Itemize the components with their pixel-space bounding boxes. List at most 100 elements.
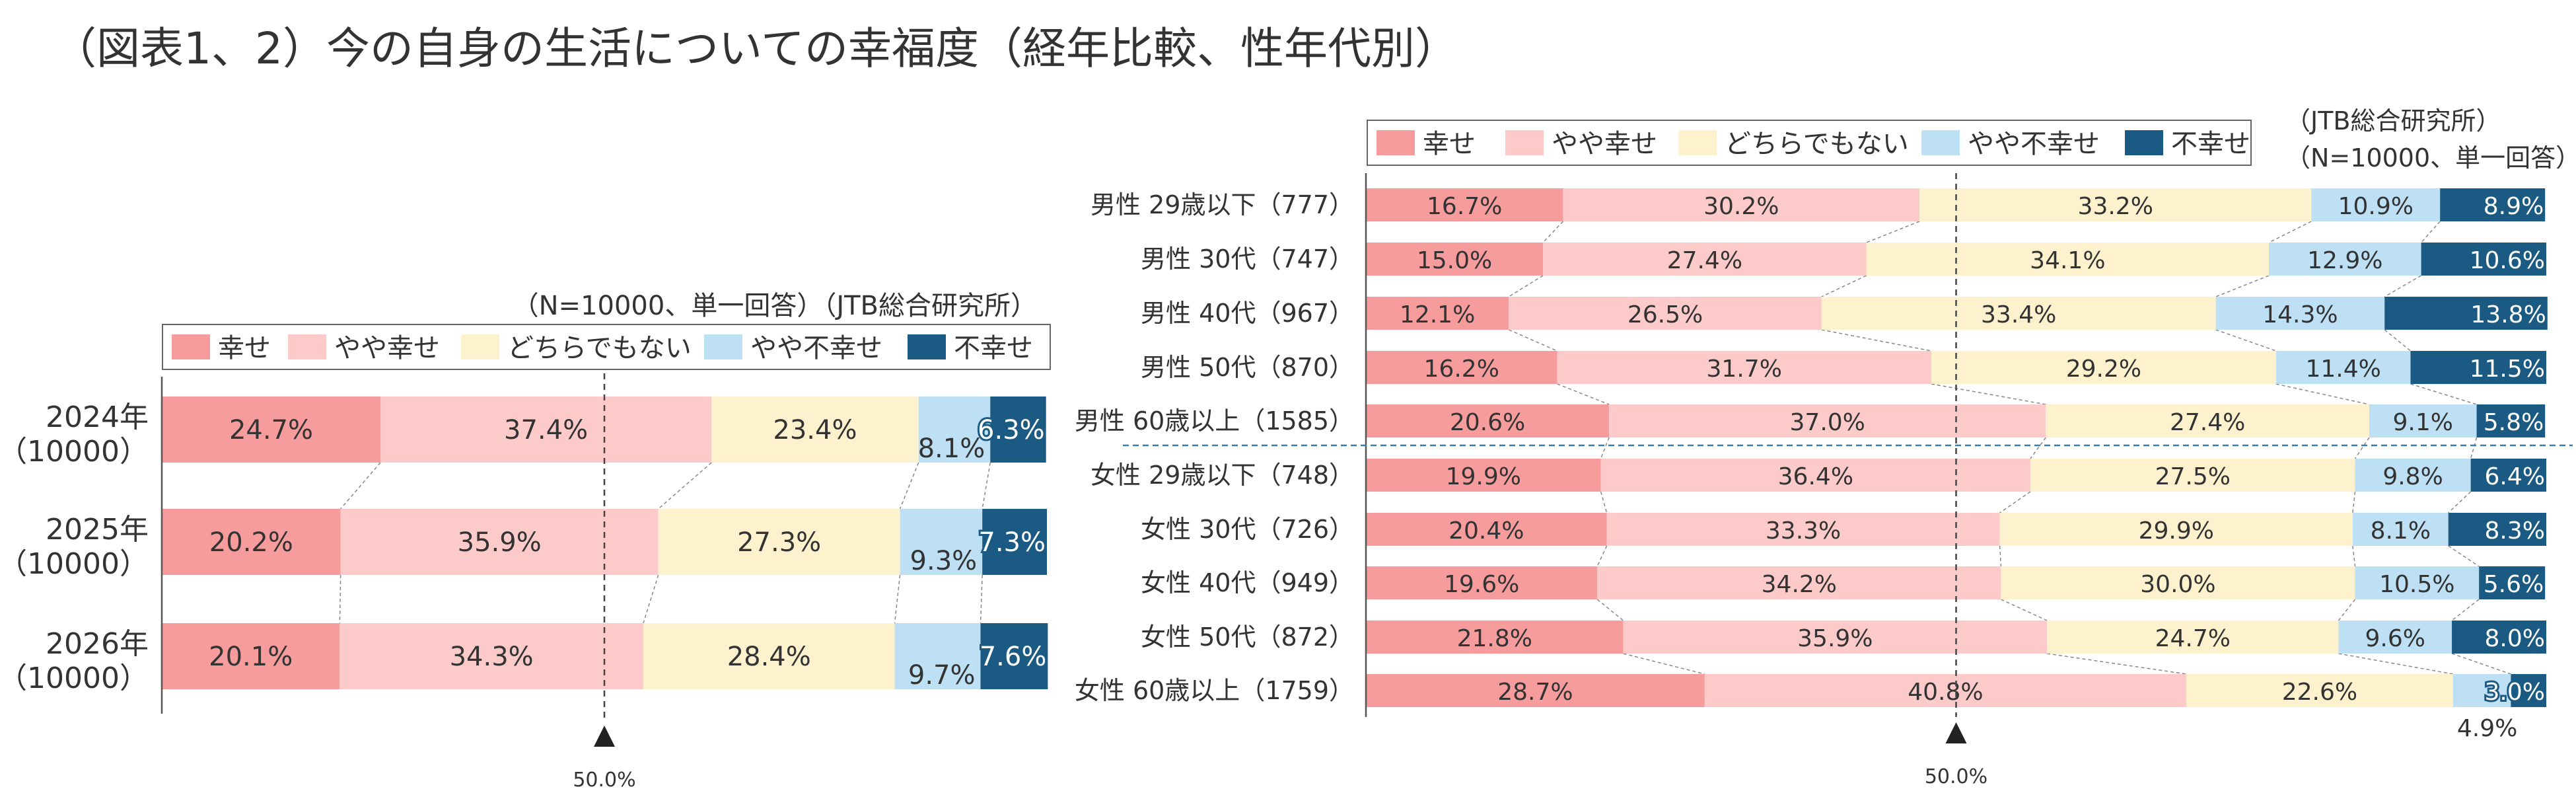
right-bar-very-happy [1366,621,1624,654]
left-value-label: 6.3% [978,415,1045,445]
right-bar-very-happy [1366,243,1544,276]
right-bar-somewhat-happy [1606,513,2000,546]
right-bar-somewhat-unhappy [2215,297,2385,330]
left-bar-unhappy [990,397,1046,463]
right-legend-swatch-very-happy [1377,130,1415,155]
right-connector [2421,221,2441,243]
left-value-label: 9.3% [910,546,978,576]
left-legend-swatch-unhappy [908,334,946,359]
right-bar-very-happy [1366,188,1563,221]
right-connector [2338,599,2356,621]
right-bar-somewhat-happy [1563,188,1920,221]
right-value-label: 15.0% [1417,247,1492,274]
right-bar-somewhat-unhappy [2269,243,2421,276]
right-connector [1600,491,1608,513]
right-category-label: 女性 30代（726） [1141,515,1354,544]
right-bar-very-happy [1366,351,1557,384]
right-value-label: 20.6% [1450,409,1525,436]
right-connector [2215,329,2277,352]
right-value-label: 4.9% [2457,715,2517,742]
right-connector [2275,383,2370,405]
left-category-label: （10000） [0,547,149,581]
left-bar-somewhat-happy [380,397,712,463]
right-value-label: 24.7% [2155,625,2231,652]
right-category-label: 女性 50代（872） [1141,623,1354,652]
right-value-label: 9.8% [2382,463,2443,490]
right-value-label: 5.6% [2484,571,2544,598]
right-value-label: 20.4% [1449,517,1524,545]
right-value-label: 11.4% [2305,356,2380,383]
right-legend-label-somewhat-happy: やや幸せ [1552,129,1657,159]
right-legend-swatch-somewhat-happy [1505,130,1544,155]
left-category-label: （10000） [0,435,149,469]
right-category-label: 男性 40代（967） [1141,299,1354,328]
right-value-label: 11.5% [2470,356,2545,383]
left-reference-marker [594,726,615,747]
left-bar-somewhat-happy [340,623,643,689]
right-connector [2451,599,2480,621]
right-connector [2030,437,2046,459]
right-connector [1821,329,1932,352]
right-bar-neutral [2046,404,2369,437]
right-bar-unhappy [2440,188,2546,221]
right-category-label: 男性 29歳以下（777） [1091,190,1354,219]
right-legend-label-neutral: どちらでもない [1725,129,1909,159]
right-connector [1821,275,1867,297]
right-bar-somewhat-unhappy [2352,513,2449,546]
right-connector [1999,545,2002,567]
right-value-label: 16.2% [1424,356,1499,383]
right-value-label: 27.4% [2170,409,2245,436]
right-value-label: 30.2% [1703,193,1779,220]
left-bar-somewhat-unhappy [918,397,991,463]
right-connector [2451,653,2511,675]
left-legend-label-somewhat-unhappy: やや不幸せ [750,333,882,363]
right-category-label: 男性 30代（747） [1141,245,1354,274]
right-connector [2046,653,2187,675]
right-value-label: 26.5% [1628,301,1703,328]
right-bar-somewhat-happy [1597,566,2001,599]
right-bar-unhappy [2384,297,2548,330]
left-legend-label-neutral: どちらでもない [507,333,692,363]
right-bar-neutral [1866,243,2270,276]
right-bar-somewhat-happy [1543,243,1867,276]
right-connector [1508,329,1557,352]
right-bar-somewhat-happy [1609,404,2046,437]
right-value-label: 27.4% [1667,247,1742,274]
right-bar-somewhat-unhappy [2452,674,2511,707]
right-bar-somewhat-unhappy [2369,404,2477,437]
left-connector [982,462,991,510]
left-category-label: 2024年 [46,400,149,434]
left-value-label: 7.6% [980,642,1047,672]
left-legend-swatch-very-happy [172,334,210,359]
right-connector [2001,599,2048,621]
right-value-label: 16.7% [1427,193,1502,220]
left-bar-very-happy [162,509,341,575]
right-connector [1596,599,1624,621]
left-category-label: 2025年 [46,513,149,547]
right-connector [1600,437,1610,459]
left-connector [899,462,919,510]
right-connector [2448,545,2480,567]
left-bar-unhappy [982,509,1047,575]
right-value-label: 12.1% [1400,301,1475,328]
right-bar-somewhat-happy [1623,621,2048,654]
left-value-label: 24.7% [229,415,313,445]
right-connector [1866,221,1920,243]
right-legend-label-somewhat-unhappy: やや不幸せ [1968,129,2100,159]
right-bar-neutral [2186,674,2453,707]
right-legend-swatch-somewhat-unhappy [1921,130,1960,155]
right-bar-unhappy [2470,459,2546,492]
left-note: （N=10000、単一回答）（JTB総合研究所） [513,291,1037,321]
right-connector [2354,437,2370,459]
right-bar-very-happy [1366,566,1598,599]
left-connector [658,462,712,510]
right-bar-unhappy [2479,566,2546,599]
right-bar-somewhat-happy [1704,674,2186,707]
right-connector [2384,329,2411,352]
left-legend-swatch-neutral [461,334,499,359]
right-value-label: 33.3% [1766,517,1841,545]
left-legend-label-unhappy: 不幸せ [954,333,1033,363]
right-bar-very-happy [1366,513,1607,546]
right-connector [2410,383,2477,405]
